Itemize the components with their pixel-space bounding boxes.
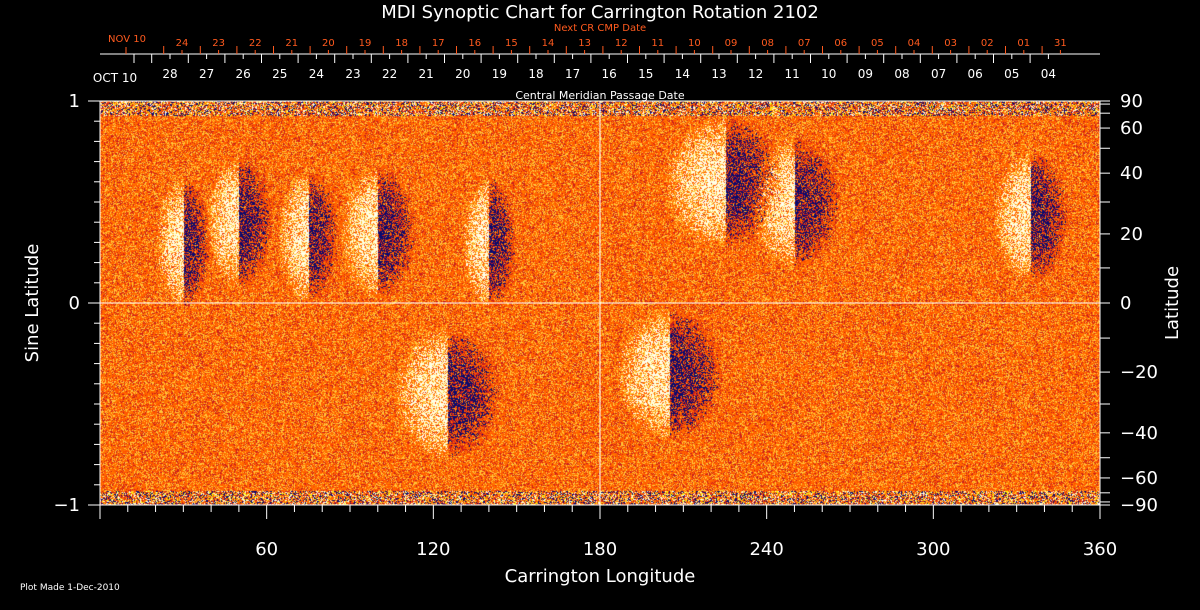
next-cr-tick-label: 21 — [285, 38, 298, 49]
cmp-tick-label: 07 — [931, 67, 946, 81]
cmp-tick-label: 20 — [455, 67, 470, 81]
x-tick-label: 60 — [255, 539, 278, 560]
next-cr-tick-label: 02 — [981, 38, 994, 49]
next-cr-tick-label: 05 — [871, 38, 884, 49]
next-cr-tick-label: 09 — [725, 38, 738, 49]
cmp-tick-label: 09 — [858, 67, 873, 81]
next-cr-tick-label: 18 — [395, 38, 408, 49]
next-cr-tick-label: 14 — [542, 38, 555, 49]
cmp-tick-label: 22 — [382, 67, 397, 81]
chart-title: MDI Synoptic Chart for Carrington Rotati… — [381, 2, 819, 23]
next-cr-tick-label: 10 — [688, 38, 701, 49]
next-cr-tick-label: 15 — [505, 38, 518, 49]
cmp-tick-label: 16 — [602, 67, 617, 81]
cmp-tick-label: 05 — [1004, 67, 1019, 81]
cmp-tick-label: 18 — [528, 67, 543, 81]
next-cr-tick-label: 01 — [1017, 38, 1030, 49]
cmp-tick-label: 14 — [675, 67, 690, 81]
next-cr-start-label: NOV 10 — [108, 34, 146, 45]
y-right-tick-label: 60 — [1120, 118, 1143, 139]
cmp-tick-label: 08 — [894, 67, 909, 81]
next-cr-tick-label: 24 — [176, 38, 189, 49]
y-right-tick-label: −60 — [1120, 468, 1158, 489]
cmp-tick-label: 06 — [968, 67, 983, 81]
next-cr-tick-label: 07 — [798, 38, 811, 49]
cmp-tick-label: 26 — [236, 67, 251, 81]
cmp-tick-label: 13 — [711, 67, 726, 81]
y-left-tick-label: 0 — [69, 293, 80, 314]
x-tick-label: 120 — [416, 539, 450, 560]
next-cr-tick-label: 12 — [615, 38, 628, 49]
x-axis-label: Carrington Longitude — [505, 566, 696, 587]
cmp-tick-label: 28 — [162, 67, 177, 81]
y-left-tick-label: −1 — [53, 495, 80, 516]
y-right-tick-label: −40 — [1120, 423, 1158, 444]
cmp-tick-label: 10 — [821, 67, 836, 81]
next-cr-tick-label: 20 — [322, 38, 335, 49]
cmp-tick-label: 24 — [309, 67, 324, 81]
next-cr-tick-label: 23 — [212, 38, 225, 49]
next-cr-axis-label: Next CR CMP Date — [554, 23, 646, 34]
cmp-tick-label: 21 — [419, 67, 434, 81]
next-cr-tick-label: 11 — [651, 38, 664, 49]
next-cr-tick-label: 06 — [834, 38, 847, 49]
next-cr-tick-label: 03 — [944, 38, 957, 49]
y-left-tick-label: 1 — [69, 91, 80, 112]
cmp-tick-label: 19 — [492, 67, 507, 81]
x-tick-label: 240 — [749, 539, 783, 560]
next-cr-tick-label: 08 — [761, 38, 774, 49]
next-cr-tick-label: 04 — [908, 38, 921, 49]
y-right-tick-label: 40 — [1120, 163, 1143, 184]
y-right-tick-label: 20 — [1120, 224, 1143, 245]
cmp-tick-label: 23 — [345, 67, 360, 81]
y-axis-left-label: Sine Latitude — [22, 244, 43, 363]
next-cr-tick-label: 13 — [578, 38, 591, 49]
cmp-tick-label: 15 — [638, 67, 653, 81]
cmp-tick-label: 17 — [565, 67, 580, 81]
y-right-tick-label: 90 — [1120, 91, 1143, 112]
next-cr-tick-label: 22 — [249, 38, 262, 49]
x-tick-label: 300 — [916, 539, 950, 560]
plot-made-date: Plot Made 1-Dec-2010 — [20, 583, 120, 593]
cmp-tick-label: 27 — [199, 67, 214, 81]
next-cr-tick-label: 31 — [1054, 38, 1067, 49]
cmp-tick-label: 25 — [272, 67, 287, 81]
cmp-tick-label: 12 — [748, 67, 763, 81]
y-right-tick-label: 0 — [1120, 293, 1131, 314]
cmp-tick-label: 04 — [1041, 67, 1056, 81]
cmp-axis-label: Central Meridian Passage Date — [515, 89, 684, 102]
cmp-start-label: OCT 10 — [93, 71, 137, 85]
next-cr-tick-label: 17 — [432, 38, 445, 49]
cmp-tick-label: 11 — [785, 67, 800, 81]
x-tick-label: 360 — [1083, 539, 1117, 560]
y-right-tick-label: −20 — [1120, 362, 1158, 383]
y-axis-right-label: Latitude — [1162, 266, 1183, 340]
next-cr-tick-label: 19 — [359, 38, 372, 49]
y-right-tick-label: −90 — [1120, 495, 1158, 516]
next-cr-tick-label: 16 — [468, 38, 481, 49]
x-tick-label: 180 — [583, 539, 617, 560]
